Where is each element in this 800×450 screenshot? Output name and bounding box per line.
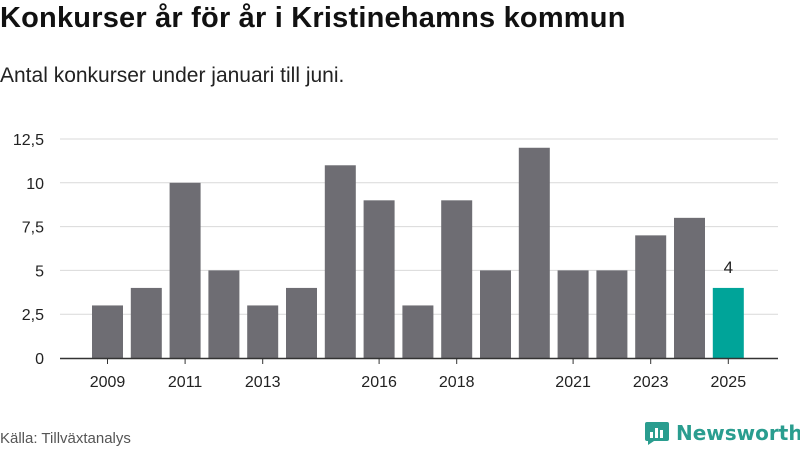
- bar-2014: [286, 287, 317, 358]
- bar-2017: [402, 305, 434, 358]
- y-tick-label: 2,5: [22, 307, 44, 324]
- bar-2020: [518, 147, 550, 358]
- bar-2015: [324, 165, 356, 358]
- y-tick-label: 10: [26, 176, 44, 193]
- x-tick-label: 2016: [361, 374, 397, 391]
- bar-chart: 0 2,5 5 7,5 10 12,5 2009 2011 2013 2016 2018 2021 20…: [13, 132, 778, 391]
- bar-2013: [247, 305, 279, 358]
- chart-subtitle: Antal konkurser under januari till juni.: [0, 64, 345, 87]
- bar-2021: [557, 270, 589, 358]
- x-tick-label: 2021: [555, 374, 591, 391]
- bar-2024: [674, 217, 705, 358]
- brand-name: Newsworthy: [676, 421, 800, 445]
- bar-2023: [635, 235, 667, 358]
- x-tick-label: 2018: [439, 374, 475, 391]
- chart-title: Konkurser år för år i Kristinehamns komm…: [0, 2, 626, 34]
- brand-logo: Newsworthy: [644, 420, 800, 446]
- x-tick-label: 2023: [633, 374, 669, 391]
- source-note: Källa: Tillväxtanalys: [0, 430, 131, 447]
- bar-2011: [169, 182, 201, 358]
- y-tick-label: 5: [35, 263, 44, 280]
- bar-2025: [712, 287, 744, 358]
- bar-2016: [363, 200, 395, 358]
- bar-2012: [208, 270, 240, 358]
- x-tick-label: 2011: [168, 374, 203, 391]
- bar-2009: [92, 305, 123, 358]
- y-tick-label: 7,5: [22, 220, 44, 237]
- x-tick-label: 2025: [711, 374, 747, 391]
- bar-2010: [130, 287, 162, 358]
- y-tick-label: 0: [35, 351, 44, 368]
- newsworthy-logo-icon: [645, 422, 669, 445]
- bar-2019: [480, 270, 511, 358]
- x-tick-label: 2009: [90, 374, 126, 391]
- bar-2018: [441, 200, 473, 358]
- bar-2022: [596, 270, 628, 358]
- data-label: 4: [724, 258, 733, 277]
- y-tick-label: 12,5: [13, 132, 44, 149]
- x-tick-label: 2013: [245, 374, 281, 391]
